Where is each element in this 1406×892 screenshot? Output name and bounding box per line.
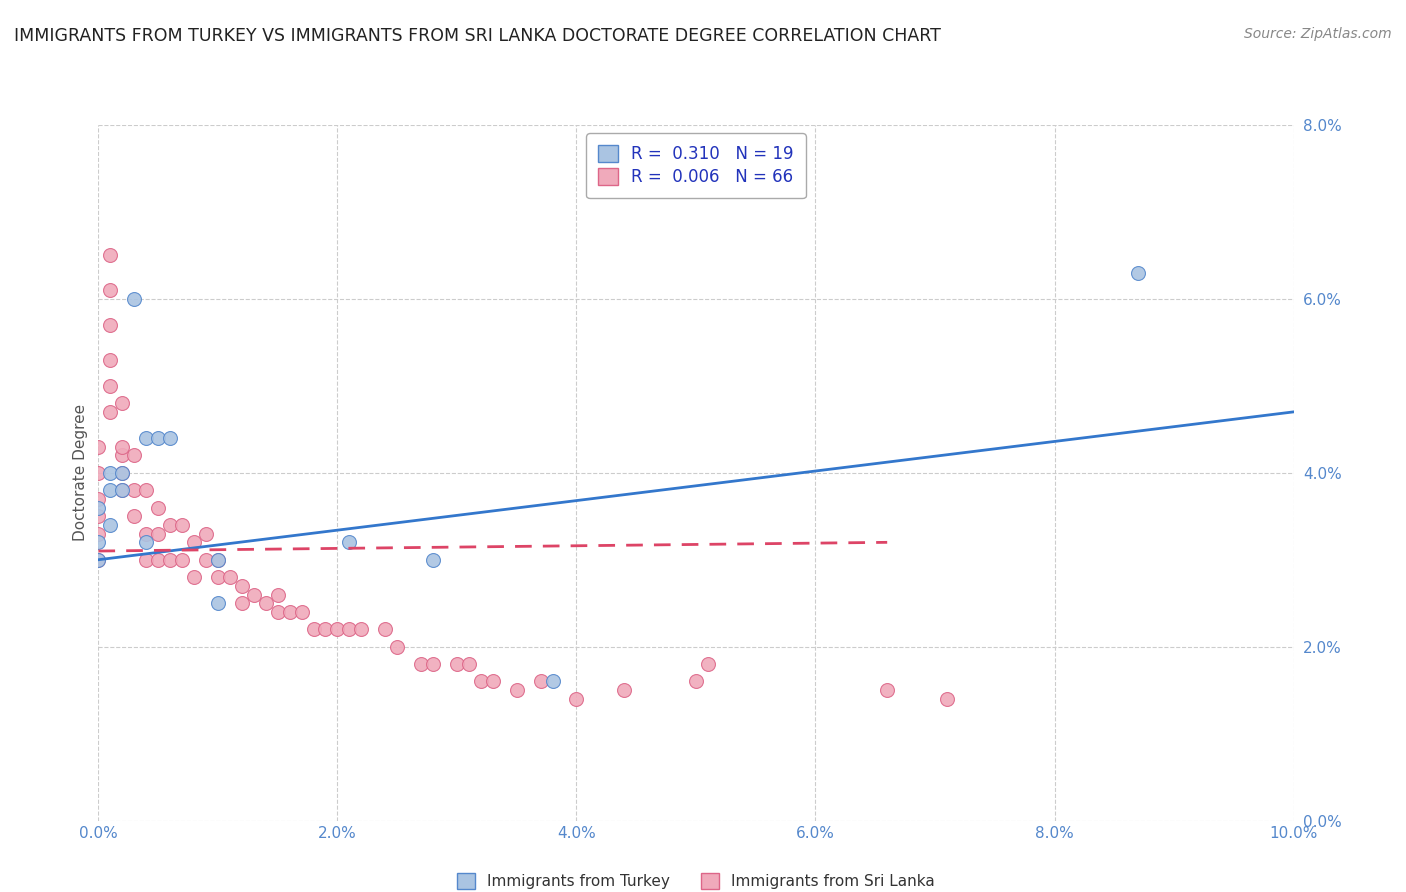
Point bbox=[339, 535, 360, 549]
Point bbox=[124, 509, 146, 524]
Point bbox=[506, 683, 529, 698]
Point bbox=[87, 500, 110, 515]
Point bbox=[385, 640, 409, 654]
Point bbox=[470, 674, 492, 689]
Point bbox=[100, 283, 122, 297]
Point bbox=[100, 318, 122, 332]
Point bbox=[159, 517, 181, 532]
Point bbox=[302, 623, 325, 637]
Point bbox=[172, 552, 194, 567]
Point bbox=[111, 448, 134, 462]
Point bbox=[529, 674, 551, 689]
Point bbox=[148, 500, 170, 515]
Point bbox=[411, 657, 433, 671]
Point bbox=[207, 596, 229, 610]
Point bbox=[159, 431, 181, 445]
Point bbox=[231, 579, 253, 593]
Point bbox=[195, 552, 218, 567]
Point bbox=[124, 448, 146, 462]
Point bbox=[87, 509, 110, 524]
Point bbox=[148, 552, 170, 567]
Point bbox=[183, 570, 205, 584]
Point bbox=[87, 491, 110, 506]
Point bbox=[100, 378, 122, 392]
Point bbox=[172, 517, 194, 532]
Point bbox=[458, 657, 481, 671]
Point bbox=[207, 552, 229, 567]
Point bbox=[685, 674, 707, 689]
Point bbox=[254, 596, 277, 610]
Point bbox=[135, 431, 157, 445]
Point bbox=[183, 535, 205, 549]
Point bbox=[87, 535, 110, 549]
Point bbox=[87, 440, 110, 454]
Point bbox=[111, 483, 134, 498]
Point bbox=[111, 440, 134, 454]
Point bbox=[876, 683, 898, 698]
Point bbox=[148, 526, 170, 541]
Point bbox=[446, 657, 468, 671]
Point bbox=[1128, 266, 1150, 280]
Point bbox=[697, 657, 720, 671]
Point bbox=[159, 552, 181, 567]
Point bbox=[219, 570, 242, 584]
Point bbox=[87, 552, 110, 567]
Point bbox=[422, 657, 444, 671]
Point bbox=[565, 692, 588, 706]
Point bbox=[481, 674, 505, 689]
Point bbox=[374, 623, 396, 637]
Point bbox=[326, 623, 349, 637]
Point bbox=[291, 605, 314, 619]
Legend: Immigrants from Turkey, Immigrants from Sri Lanka: Immigrants from Turkey, Immigrants from … bbox=[449, 865, 943, 892]
Point bbox=[100, 248, 122, 262]
Point bbox=[124, 483, 146, 498]
Point bbox=[613, 683, 636, 698]
Point bbox=[422, 552, 444, 567]
Point bbox=[100, 517, 122, 532]
Point bbox=[135, 552, 157, 567]
Point bbox=[124, 292, 146, 306]
Point bbox=[350, 623, 373, 637]
Point bbox=[100, 352, 122, 367]
Point bbox=[111, 466, 134, 480]
Y-axis label: Doctorate Degree: Doctorate Degree bbox=[73, 404, 89, 541]
Point bbox=[135, 526, 157, 541]
Point bbox=[111, 396, 134, 410]
Point bbox=[135, 535, 157, 549]
Point bbox=[231, 596, 253, 610]
Point bbox=[111, 483, 134, 498]
Point bbox=[111, 466, 134, 480]
Point bbox=[148, 431, 170, 445]
Point bbox=[541, 674, 564, 689]
Point bbox=[135, 483, 157, 498]
Point bbox=[100, 483, 122, 498]
Point bbox=[100, 466, 122, 480]
Point bbox=[339, 623, 360, 637]
Point bbox=[100, 405, 122, 419]
Point bbox=[87, 526, 110, 541]
Point bbox=[315, 623, 337, 637]
Point bbox=[207, 552, 229, 567]
Point bbox=[87, 552, 110, 567]
Point bbox=[207, 570, 229, 584]
Point bbox=[243, 588, 266, 602]
Point bbox=[195, 526, 218, 541]
Point bbox=[87, 466, 110, 480]
Text: Source: ZipAtlas.com: Source: ZipAtlas.com bbox=[1244, 27, 1392, 41]
Text: IMMIGRANTS FROM TURKEY VS IMMIGRANTS FROM SRI LANKA DOCTORATE DEGREE CORRELATION: IMMIGRANTS FROM TURKEY VS IMMIGRANTS FRO… bbox=[14, 27, 941, 45]
Point bbox=[278, 605, 301, 619]
Point bbox=[936, 692, 959, 706]
Point bbox=[267, 588, 290, 602]
Point bbox=[267, 605, 290, 619]
